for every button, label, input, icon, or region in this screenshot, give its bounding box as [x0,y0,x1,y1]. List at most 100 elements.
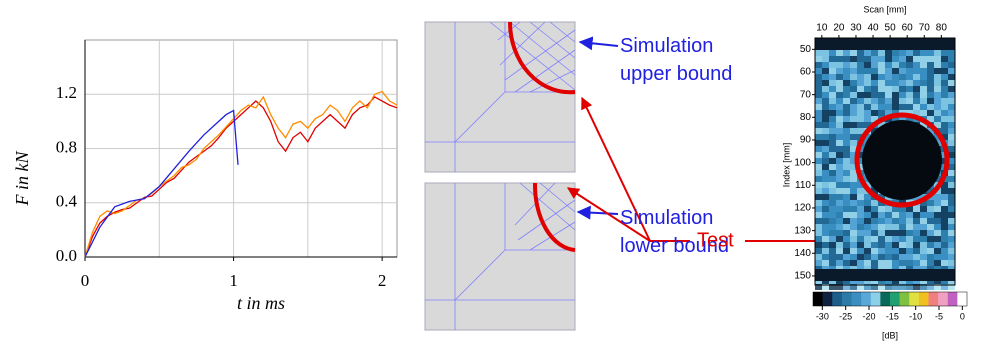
y-tick-label: 50 [800,44,812,55]
scan-cell [913,68,920,74]
scan-cell [948,86,955,92]
scan-cell [822,188,829,194]
scan-cell [913,50,920,56]
scan-cell [885,236,892,242]
scan-cell [948,116,955,122]
scan-cell [815,122,822,128]
scan-cell [892,92,899,98]
scan-cell [843,236,850,242]
scan-cell [948,230,955,236]
scan-cell [815,62,822,68]
scan-cell [836,260,843,266]
scan-cell [857,206,864,212]
scan-cell [934,206,941,212]
scan-cell [843,68,850,74]
scan-cell [948,218,955,224]
scan-cell [871,92,878,98]
scan-cell [871,50,878,56]
scan-cell [934,230,941,236]
mesh-diagram-upper [425,22,575,172]
scan-cell [836,218,843,224]
scan-cell [892,212,899,218]
scan-cell [913,56,920,62]
scan-cell [857,218,864,224]
scan-cell [836,176,843,182]
scan-cell [913,212,920,218]
y-tick-label: 130 [794,225,811,236]
scan-cell [927,86,934,92]
scan-cell [906,104,913,110]
scan-cell [857,104,864,110]
scan-cell [948,50,955,56]
scan-cell [878,104,885,110]
scan-cell [843,80,850,86]
scan-cell [899,62,906,68]
scan-cell [829,116,836,122]
scan-cell [934,248,941,254]
y-tick-label: 100 [794,157,811,168]
scan-cell [850,212,857,218]
scan-cell [906,260,913,266]
y-tick-label: 1.2 [56,83,77,102]
scan-cell [899,80,906,86]
scan-cell [850,254,857,260]
scan-cell [878,56,885,62]
scan-cell [822,86,829,92]
scan-cell [843,188,850,194]
scan-cell [829,260,836,266]
scan-cell [836,254,843,260]
scan-cell [857,248,864,254]
scan-cell [822,164,829,170]
scan-cell [836,110,843,116]
scan-cell [948,62,955,68]
scan-cell [871,248,878,254]
scan-cell [857,224,864,230]
scan-cell [850,68,857,74]
scan-cell [934,86,941,92]
colorbar-cell [813,292,823,306]
scan-cell [920,206,927,212]
scan-cell [948,74,955,80]
scan-cell [892,242,899,248]
scan-cell [906,86,913,92]
y-tick-label: 0.8 [56,137,77,156]
scan-cell [892,224,899,230]
scan-cell [878,92,885,98]
scan-cell [927,254,934,260]
x-tick-label: 80 [936,23,948,34]
scan-cell [836,74,843,80]
scan-cell [871,80,878,86]
scan-cell [864,236,871,242]
scan-cell [878,74,885,80]
scan-cell [941,128,948,134]
scan-cell [941,50,948,56]
scan-cell [948,200,955,206]
scan-cell [920,224,927,230]
scan-cell [885,212,892,218]
scan-cell [906,98,913,104]
scan-cell [822,62,829,68]
x-axis-label: Scan [mm] [863,4,906,14]
scan-cell [948,68,955,74]
scan-cell [829,74,836,80]
scan-cell [864,50,871,56]
scan-cell [878,218,885,224]
scan-cell [878,110,885,116]
scan-cell [822,176,829,182]
scan-cell [829,80,836,86]
scan-cell [927,56,934,62]
scan-cell [899,98,906,104]
y-tick-label: 80 [800,112,812,123]
scan-cell [899,74,906,80]
scan-cell [864,212,871,218]
colorbar-tick-label: -30 [816,311,829,321]
scan-cell [941,98,948,104]
scan-cell [850,122,857,128]
x-axis-label: t in ms [237,293,285,313]
scan-cell [948,260,955,266]
colorbar-cell [938,292,948,306]
scan-cell [822,206,829,212]
scan-cell [864,62,871,68]
scan-cell [941,92,948,98]
scan-cell [878,242,885,248]
